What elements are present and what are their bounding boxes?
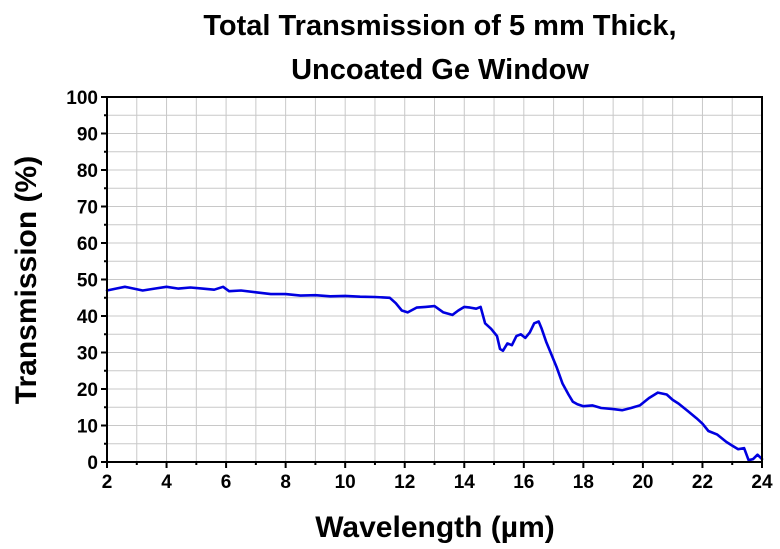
- x-tick-label: 12: [394, 472, 415, 493]
- plot-frame: [106, 96, 763, 463]
- grid: [107, 97, 762, 462]
- x-tick-label: 14: [454, 472, 476, 493]
- x-tick-label: 2: [102, 472, 113, 493]
- x-tick-labels: 2 4 6 8 10 12 14 16 18 20 22 24: [102, 472, 773, 493]
- y-tick-label: 40: [77, 307, 98, 328]
- y-tick-label: 90: [77, 125, 98, 146]
- x-axis-title: Wavelength (µm): [315, 511, 555, 544]
- x-tick-label: 8: [280, 472, 291, 493]
- x-tick-label: 10: [335, 472, 356, 493]
- axis-ticks: [101, 96, 763, 468]
- y-tick-label: 70: [77, 198, 98, 219]
- y-tick-label: 10: [77, 417, 98, 438]
- y-axis-title: Transmission (%): [10, 156, 43, 404]
- y-tick-label: 30: [77, 344, 98, 365]
- y-tick-label: 20: [77, 380, 98, 401]
- y-tick-label: 100: [66, 88, 98, 109]
- transmission-series-line: [105, 285, 764, 462]
- x-tick-label: 4: [161, 472, 172, 493]
- y-tick-label: 0: [87, 453, 98, 474]
- x-tick-label: 16: [513, 472, 534, 493]
- x-tick-label: 6: [221, 472, 232, 493]
- y-tick-label: 80: [77, 161, 98, 182]
- x-tick-label: 24: [751, 472, 773, 493]
- x-tick-label: 22: [692, 472, 713, 493]
- chart-title-line-2: Uncoated Ge Window: [291, 54, 589, 86]
- x-tick-label: 20: [632, 472, 653, 493]
- y-tick-labels: 0 10 20 30 40 50 60 70 80 90 100: [66, 88, 98, 474]
- y-tick-label: 50: [77, 271, 98, 292]
- y-tick-label: 60: [77, 234, 98, 255]
- x-tick-label: 18: [573, 472, 594, 493]
- chart-title-line-1: Total Transmission of 5 mm Thick,: [203, 10, 676, 42]
- series-layer: [105, 285, 764, 462]
